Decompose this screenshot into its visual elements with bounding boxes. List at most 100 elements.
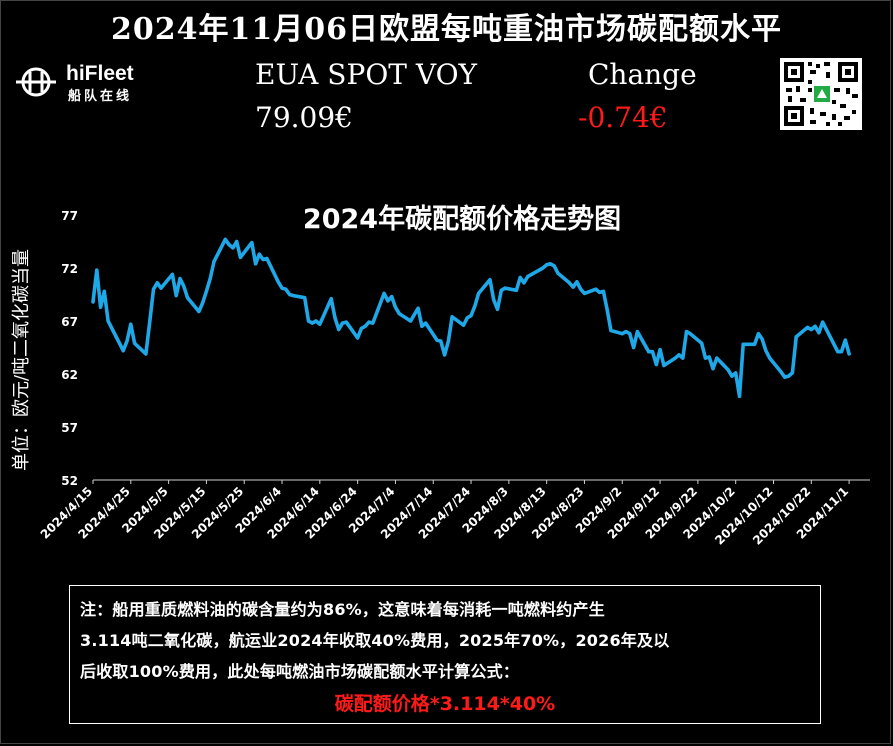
data-point (333, 316, 337, 320)
data-point (424, 321, 428, 325)
data-point (567, 281, 571, 285)
data-point (571, 285, 575, 289)
data-point (356, 336, 360, 340)
data-point (461, 323, 466, 327)
data-point (390, 295, 394, 299)
data-point (148, 320, 152, 324)
data-point (106, 319, 110, 323)
data-point (488, 278, 492, 282)
data-point (95, 268, 99, 272)
data-point (813, 324, 817, 328)
data-point (340, 321, 345, 325)
data-point (681, 356, 685, 360)
data-point (254, 262, 258, 266)
data-point (503, 286, 507, 290)
data-point (545, 263, 549, 267)
data-point (99, 305, 103, 309)
data-point (529, 272, 534, 276)
data-point (288, 292, 292, 297)
data-point (703, 356, 708, 360)
data-point (393, 305, 397, 309)
data-point (257, 252, 261, 256)
data-point (337, 327, 341, 332)
data-point (125, 339, 129, 343)
data-point (836, 350, 840, 354)
y-tick-label: 77 (61, 209, 78, 223)
data-point (261, 257, 265, 262)
data-point (805, 325, 810, 329)
data-point (790, 371, 795, 375)
data-point (598, 290, 602, 294)
data-point (363, 324, 367, 328)
y-tick-label: 62 (61, 368, 78, 382)
data-point (684, 330, 689, 334)
data-point (117, 341, 122, 345)
data-point (420, 324, 424, 328)
data-point (647, 350, 651, 354)
data-point (435, 338, 439, 342)
data-point (492, 298, 496, 302)
note-line: 注：船用重质燃料油的碳含量约为86%，这意味着每消耗一吨燃料约产生 (80, 600, 605, 619)
y-axis-label: 单位：欧元/吨二氧化碳当量 (11, 248, 32, 472)
chart-title: 2024年碳配额价格走势图 (303, 203, 621, 235)
data-point (741, 342, 745, 346)
data-point (601, 289, 606, 293)
data-point (386, 299, 390, 303)
data-point (541, 266, 545, 270)
data-point (620, 332, 624, 336)
data-point (768, 356, 772, 360)
y-tick-label: 72 (61, 262, 78, 276)
page-title: 2024年11月06日欧盟每吨重油市场碳配额水平 (111, 12, 782, 47)
data-point (250, 241, 254, 245)
data-point (477, 291, 481, 295)
data-point (291, 294, 295, 298)
data-point (753, 342, 757, 346)
data-point (609, 328, 613, 333)
data-point (839, 350, 844, 354)
data-point (737, 394, 742, 398)
change-label: Change (588, 58, 697, 91)
data-point (159, 286, 163, 290)
eua-spot-label: EUA SPOT VOY (255, 58, 478, 91)
data-point (450, 315, 454, 319)
note-line: 后收取100%费用，此处每吨燃油市场碳配额水平计算公式： (80, 662, 520, 681)
data-point (707, 355, 711, 359)
data-point (783, 375, 787, 379)
data-point (734, 371, 738, 375)
data-point (662, 363, 666, 368)
data-point (397, 312, 401, 316)
data-point (446, 339, 450, 343)
data-point (575, 280, 579, 284)
data-point (794, 335, 798, 339)
note-line: 3.114吨二氧化碳，航运业2024年收取40%费用，2025年70%，2026… (80, 631, 670, 650)
data-point (231, 246, 235, 250)
data-point (416, 306, 420, 310)
data-point (306, 319, 311, 323)
data-point (495, 307, 500, 311)
data-point (170, 272, 174, 276)
data-point (518, 275, 522, 280)
data-point (238, 255, 242, 259)
data-point (465, 316, 469, 320)
data-point (779, 370, 783, 374)
data-point (635, 330, 640, 334)
data-point (155, 281, 159, 285)
data-point (182, 284, 186, 288)
qr-code-icon (780, 58, 862, 130)
data-point (185, 296, 190, 300)
data-point (843, 338, 847, 342)
data-point (314, 319, 318, 323)
data-point (310, 321, 314, 325)
data-point (654, 362, 658, 367)
data-point (628, 332, 632, 336)
data-point (821, 320, 825, 324)
data-point (499, 288, 503, 292)
data-point (715, 356, 719, 360)
data-point (280, 286, 284, 290)
data-point (91, 300, 95, 304)
data-point (102, 289, 106, 293)
data-point (197, 309, 201, 314)
data-point (144, 352, 148, 356)
brand-name-cn: 船队在线 (68, 89, 133, 104)
